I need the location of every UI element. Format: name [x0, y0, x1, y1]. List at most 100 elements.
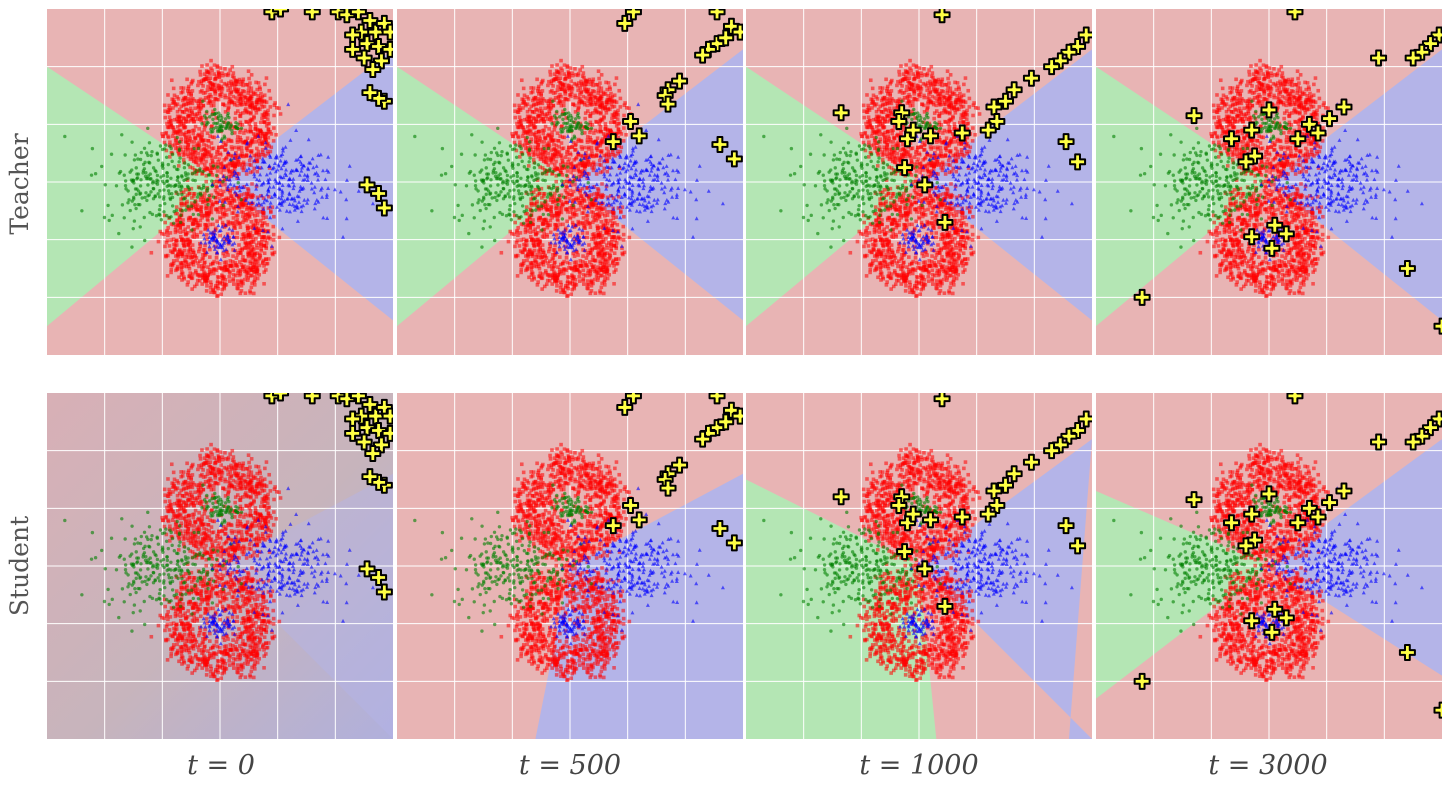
point-red — [258, 136, 263, 140]
point-red — [203, 90, 208, 95]
point-red — [264, 76, 269, 80]
point-red — [220, 192, 224, 197]
point-red — [203, 191, 207, 196]
point-red — [223, 277, 228, 282]
point-red — [553, 95, 558, 100]
point-red — [607, 232, 611, 237]
point-red — [175, 229, 180, 233]
point-green — [508, 189, 512, 193]
point-red — [243, 240, 248, 244]
point-red — [565, 210, 570, 214]
point-blue — [570, 237, 575, 242]
point-red — [593, 277, 597, 282]
point-red — [548, 101, 553, 106]
point-red — [612, 104, 617, 109]
point-red — [589, 268, 593, 272]
point-red — [519, 222, 524, 226]
point-green — [175, 135, 179, 140]
point-red — [572, 158, 576, 162]
point-red — [610, 105, 615, 109]
point-red — [218, 233, 222, 238]
point-red — [201, 121, 206, 125]
point-red — [556, 272, 560, 277]
point-red — [200, 264, 204, 268]
point-blue — [575, 233, 580, 238]
point-red — [552, 127, 557, 132]
point-red — [183, 148, 188, 152]
point-green — [136, 189, 141, 193]
point-red — [181, 222, 185, 227]
point-red — [185, 137, 190, 142]
point-blue — [299, 204, 304, 209]
point-red — [563, 92, 567, 96]
point-red — [203, 95, 208, 100]
point-red — [181, 150, 185, 154]
point-green — [536, 172, 540, 176]
inducing-points — [263, 9, 393, 217]
point-green — [166, 189, 171, 193]
point-red — [577, 279, 582, 283]
point-red — [191, 131, 196, 136]
point-red — [181, 157, 186, 162]
point-green — [571, 203, 575, 208]
point-red — [580, 147, 584, 151]
point-red — [257, 85, 262, 89]
point-blue — [627, 207, 632, 212]
point-blue — [609, 193, 614, 198]
point-red — [581, 268, 586, 273]
point-blue — [232, 151, 237, 156]
point-red — [213, 267, 217, 272]
point-red — [523, 230, 528, 235]
point-red — [572, 177, 577, 182]
point-red — [185, 252, 189, 257]
point-green — [143, 160, 147, 165]
point-blue — [586, 176, 591, 181]
point-red — [573, 93, 577, 98]
point-green — [486, 157, 490, 161]
point-red — [267, 166, 272, 170]
point-red — [512, 140, 517, 145]
point-red — [608, 209, 612, 214]
point-red — [219, 79, 223, 83]
point-red — [243, 215, 247, 220]
point-red — [259, 247, 263, 251]
point-red — [568, 66, 573, 70]
point-red — [250, 245, 255, 249]
point-red — [543, 136, 548, 140]
point-red — [521, 97, 526, 102]
point-blue — [618, 200, 623, 205]
point-red — [172, 247, 177, 251]
point-red — [567, 196, 572, 201]
inducing-point — [272, 9, 290, 18]
point-red — [260, 142, 265, 146]
point-red — [206, 272, 210, 277]
point-red — [549, 148, 554, 152]
point-red — [255, 158, 259, 163]
point-red — [170, 250, 175, 255]
point-red — [223, 110, 228, 114]
point-red — [551, 197, 556, 202]
point-red — [167, 244, 172, 248]
point-red — [563, 155, 568, 160]
point-blue — [233, 171, 238, 175]
point-red — [531, 157, 536, 162]
point-red — [205, 284, 209, 288]
point-red — [561, 288, 565, 293]
point-green — [173, 183, 178, 188]
point-red — [548, 259, 552, 263]
point-green — [218, 113, 223, 118]
point-red — [211, 271, 216, 276]
point-red — [249, 225, 253, 230]
point-red — [272, 250, 277, 255]
point-red — [609, 248, 614, 253]
point-red — [520, 250, 525, 255]
point-red — [540, 287, 544, 291]
point-blue — [288, 209, 293, 214]
point-blue — [661, 165, 666, 170]
point-red — [570, 144, 574, 149]
point-blue — [630, 199, 635, 204]
point-blue — [221, 248, 226, 253]
point-red — [163, 244, 167, 249]
point-red — [216, 159, 220, 164]
point-blue — [577, 226, 582, 231]
